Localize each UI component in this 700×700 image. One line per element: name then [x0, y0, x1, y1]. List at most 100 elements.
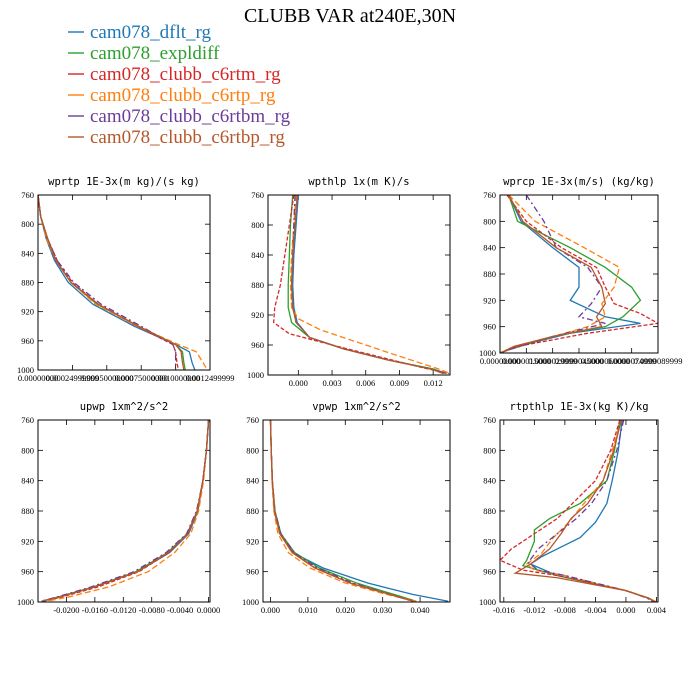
panel-title: rtpthlp 1E-3x(kg K)/kg [509, 401, 648, 413]
y-tick-label: 880 [483, 269, 496, 279]
x-tick-label: -0.012 [523, 605, 545, 615]
y-tick-label: 920 [21, 307, 34, 317]
x-tick-label: 0.006 [356, 378, 375, 388]
panel-title: wprtp 1E-3x(m kg)/(s kg) [48, 176, 200, 188]
legend-label: cam078_clubb_c6rtbp_rg [90, 127, 285, 148]
y-tick-label: 760 [251, 190, 264, 200]
y-tick-label: 800 [483, 445, 496, 455]
y-tick-label: 920 [21, 536, 34, 546]
y-tick-label: 800 [21, 445, 34, 455]
plot-frame [499, 194, 659, 354]
x-tick-label: 0.00000000 [18, 373, 58, 383]
x-tick-label: -0.008 [554, 605, 576, 615]
x-tick-label: 0.003 [322, 378, 341, 388]
panel-6: rtpthlp 1E-3x(kg K)/kg 760 800 840 880 920 960… [479, 401, 667, 615]
panel-title: vpwp 1xm^2/s^2 [312, 401, 401, 413]
y-tick-label: 920 [483, 536, 496, 546]
y-tick-label: 840 [251, 250, 264, 260]
x-tick-label: 0.00024999999 [46, 373, 99, 383]
y-tick-label: 840 [246, 476, 259, 486]
legend-label: cam078_clubb_c6rtbm_rg [90, 106, 291, 127]
x-tick-label: 0.040 [411, 605, 430, 615]
series-line [513, 420, 656, 602]
y-tick-label: 1000 [247, 370, 264, 380]
y-tick-label: 760 [483, 415, 496, 425]
y-tick-label: 1000 [479, 348, 496, 358]
y-tick-label: 840 [21, 476, 34, 486]
x-tick-label: 0.0012499999 [186, 373, 235, 383]
y-tick-label: 960 [21, 567, 34, 577]
y-tick-label: 920 [483, 295, 496, 305]
y-tick-label: 920 [246, 536, 259, 546]
series-line [38, 195, 185, 370]
panel-title: wprcp 1E-3x(m/s) (kg/kg) [503, 176, 655, 188]
panel-5: vpwp 1xm^2/s^2 760 800 840 880 920 960 10000.00… [242, 401, 451, 615]
panel-4: upwp 1xm^2/s^2 760 800 840 880 920 960 1000 -0.0… [17, 401, 220, 615]
y-tick-label: 880 [246, 506, 259, 516]
x-tick-label: 0.0000029999 [528, 356, 577, 366]
x-tick-label: 0.0000 [197, 605, 220, 615]
y-tick-label: 1000 [242, 597, 259, 607]
y-tick-label: 880 [21, 278, 34, 288]
x-tick-label: 0.020 [336, 605, 355, 615]
y-tick-label: 880 [21, 506, 34, 516]
plot-frame [262, 419, 451, 603]
x-tick-label: 0.00050000000 [80, 373, 133, 383]
legend: cam078_dflt_rgcam078_expldiffcam078_club… [68, 22, 291, 148]
x-tick-label: 0.0000089999 [634, 356, 683, 366]
x-tick-label: 0.030 [373, 605, 392, 615]
x-tick-label: 0.004 [647, 605, 667, 615]
x-tick-label: -0.0200 [53, 605, 79, 615]
legend-label: cam078_clubb_c6rtm_rg [90, 64, 281, 85]
y-tick-label: 1000 [17, 597, 34, 607]
plot-frame [37, 194, 211, 371]
x-tick-label: -0.004 [584, 605, 607, 615]
y-tick-label: 840 [483, 476, 496, 486]
x-tick-label: -0.0080 [139, 605, 165, 615]
series-line [500, 195, 607, 353]
x-tick-label: 0.000 [261, 605, 280, 615]
series-line [500, 195, 658, 353]
panel-2: wpthlp 1x(m K)/s 760 800 840 880 920 960 1000 0.… [247, 176, 451, 388]
panels: wprtp 1E-3x(m kg)/(s kg) 760 800 840 880 920 9… [17, 176, 682, 615]
series-line [269, 420, 414, 602]
y-tick-label: 880 [251, 280, 264, 290]
y-tick-label: 800 [246, 445, 259, 455]
series-line [290, 195, 444, 375]
y-tick-label: 960 [483, 567, 496, 577]
x-tick-label: 0.0000060000 [581, 356, 630, 366]
series-line [38, 195, 208, 370]
legend-label: cam078_dflt_rg [90, 22, 212, 43]
x-tick-label: 0.0010000000 [151, 373, 200, 383]
legend-label: cam078_clubb_c6rtp_rg [90, 85, 276, 106]
y-tick-label: 760 [246, 415, 259, 425]
panel-1: wprtp 1E-3x(m kg)/(s kg) 760 800 840 880 920 9… [17, 176, 234, 383]
y-tick-label: 800 [21, 219, 34, 229]
x-tick-label: -0.016 [493, 605, 515, 615]
legend-label: cam078_expldiff [90, 43, 220, 64]
x-tick-label: -0.0160 [82, 605, 108, 615]
panel-3: wprcp 1E-3x(m/s) (kg/kg) 760 800 840 880 920 9… [479, 176, 682, 366]
y-tick-label: 800 [483, 216, 496, 226]
x-tick-label: 0.0000045000 [555, 356, 604, 366]
y-tick-label: 760 [21, 415, 34, 425]
y-tick-label: 760 [483, 190, 496, 200]
y-tick-label: 760 [21, 190, 34, 200]
series-line [289, 195, 450, 375]
x-tick-label: -0.0120 [110, 605, 136, 615]
x-tick-label: 0.000 [616, 605, 635, 615]
series-line [500, 195, 641, 353]
y-tick-label: 920 [251, 310, 264, 320]
series-line [42, 420, 210, 602]
plot-frame [499, 419, 659, 603]
series-line [272, 195, 450, 375]
x-tick-label: 0.010 [298, 605, 317, 615]
panel-title: upwp 1xm^2/s^2 [80, 401, 169, 413]
panel-title: wpthlp 1x(m K)/s [308, 176, 409, 188]
y-tick-label: 880 [483, 506, 496, 516]
y-tick-label: 960 [483, 322, 496, 332]
x-tick-label: 0.00075000000 [115, 373, 168, 383]
y-tick-label: 1000 [17, 365, 34, 375]
plot-frame [267, 194, 451, 376]
